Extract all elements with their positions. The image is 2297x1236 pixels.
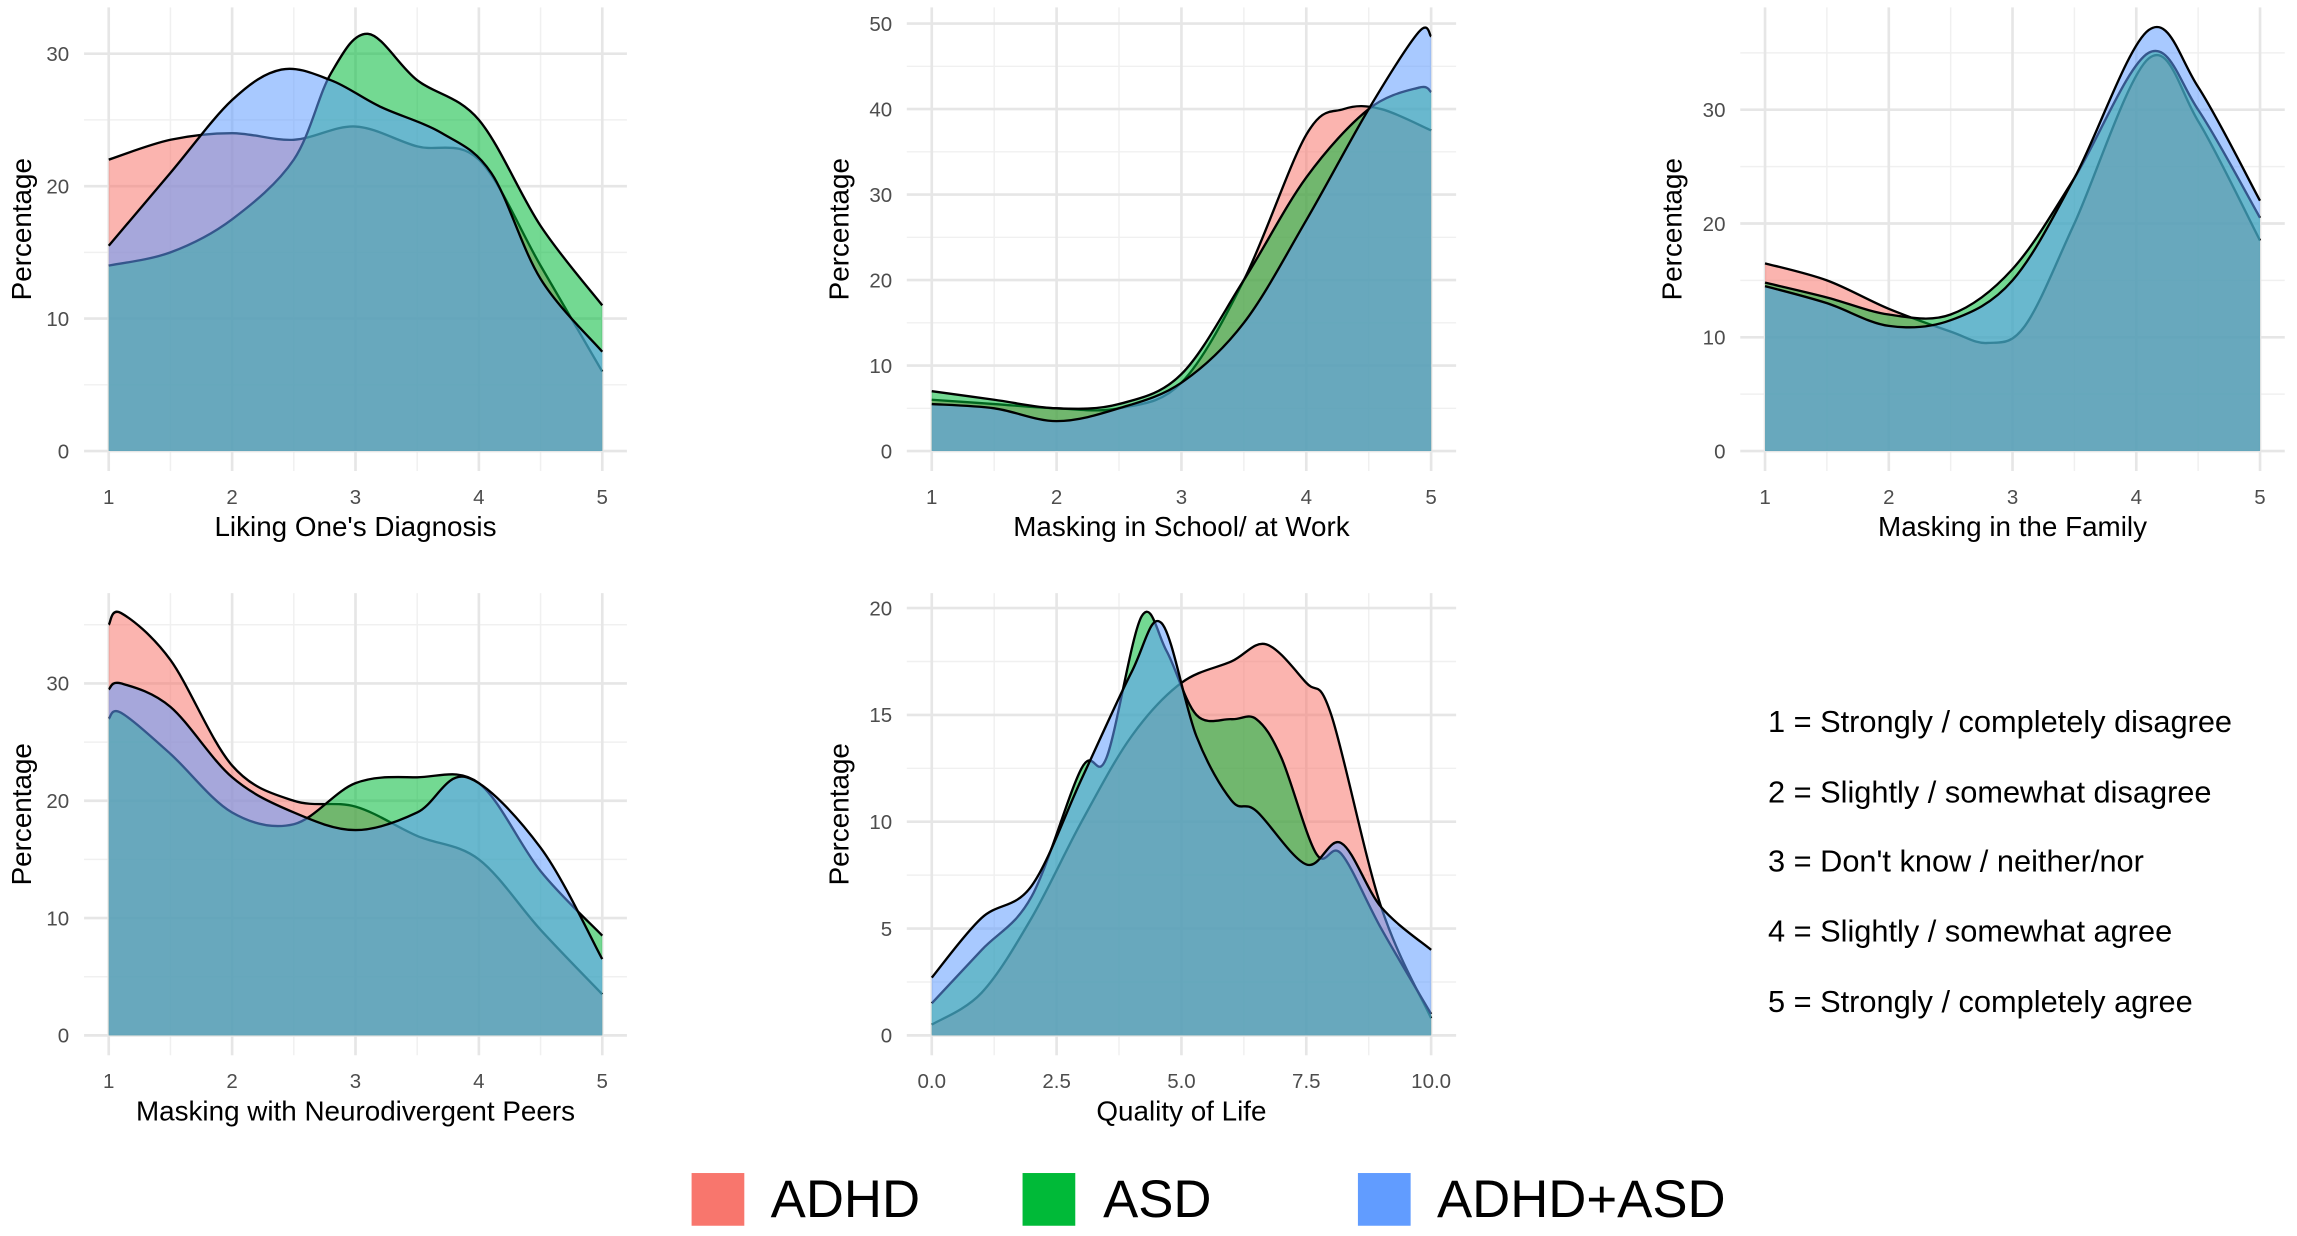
x-axis-title: Masking in School/ at Work xyxy=(1013,511,1350,542)
x-tick-label: 1 xyxy=(926,486,937,509)
x-tick-label: 2 xyxy=(226,1070,237,1093)
x-tick-label: 5 xyxy=(597,1070,608,1093)
legend-swatch-adhd-asd xyxy=(1357,1173,1411,1226)
x-tick-label: 4 xyxy=(1301,486,1312,509)
x-tick-label: 2.5 xyxy=(1042,1070,1071,1093)
x-tick-label: 7.5 xyxy=(1292,1070,1321,1093)
y-tick-label: 15 xyxy=(869,704,892,727)
density-line-adhd-asd xyxy=(931,26,1433,423)
scale-notes: 1 = Strongly / completely disagree 2 = S… xyxy=(1768,704,2232,1019)
x-tick-label: 0.0 xyxy=(918,1070,947,1093)
density-area-adhd-asd xyxy=(931,27,1432,452)
x-axis-title: Quality of Life xyxy=(1096,1095,1266,1126)
y-tick-label: 30 xyxy=(46,43,69,66)
scale-note: 4 = Slightly / somewhat agree xyxy=(1768,914,2172,949)
y-tick-label: 30 xyxy=(1703,99,1726,122)
y-tick-label: 10 xyxy=(869,355,892,378)
y-tick-label: 20 xyxy=(869,269,892,292)
y-tick-label: 10 xyxy=(869,811,892,834)
x-tick-label: 1 xyxy=(1759,486,1770,509)
density-panel: 0.0 2.5 5.0 7.5 10.0 0 5 10 15 20 Quality of Life P… xyxy=(823,593,1457,1126)
y-axis-title: Percentage xyxy=(6,743,37,885)
x-tick-label: 2 xyxy=(1051,486,1062,509)
x-axis-title: Masking with Neurodivergent Peers xyxy=(136,1095,575,1126)
x-axis-title: Masking in the Family xyxy=(1878,511,2147,542)
x-tick-label: 5 xyxy=(597,486,608,509)
density-area-adhd-asd xyxy=(1765,26,2261,452)
density-panel: 1 2 3 4 5 0 10 20 30 Liking One's Diagnosis Percen… xyxy=(6,7,627,542)
scale-note: 5 = Strongly / completely agree xyxy=(1768,984,2193,1019)
x-tick-label: 4 xyxy=(2131,486,2142,509)
y-tick-label: 0 xyxy=(881,440,892,463)
y-tick-label: 0 xyxy=(881,1025,892,1048)
density-area-adhd-asd xyxy=(108,68,603,452)
density-line-adhd-asd xyxy=(107,67,604,353)
y-tick-label: 50 xyxy=(869,13,892,36)
y-tick-label: 0 xyxy=(58,1025,69,1048)
y-tick-label: 0 xyxy=(1714,440,1725,463)
legend-label-asd: ASD xyxy=(1103,1170,1211,1229)
y-tick-label: 30 xyxy=(869,184,892,207)
legend-label-adhd: ADHD xyxy=(771,1170,920,1229)
x-tick-label: 5.0 xyxy=(1167,1070,1196,1093)
legend-swatch-adhd xyxy=(691,1173,745,1226)
y-axis-title: Percentage xyxy=(1657,158,1688,300)
y-tick-label: 20 xyxy=(46,790,69,813)
y-axis-title: Percentage xyxy=(823,158,854,300)
x-tick-label: 2 xyxy=(226,486,237,509)
y-tick-label: 10 xyxy=(46,907,69,930)
density-area-adhd-asd xyxy=(931,620,1432,1036)
x-tick-label: 5 xyxy=(1425,486,1436,509)
y-tick-label: 10 xyxy=(1703,327,1726,350)
x-tick-label: 3 xyxy=(1176,486,1187,509)
density-panel: 1 2 3 4 5 0 10 20 30 Masking with Neurodivergent … xyxy=(6,593,627,1126)
x-tick-label: 4 xyxy=(473,1070,484,1093)
x-tick-label: 1 xyxy=(103,1070,114,1093)
y-tick-label: 5 xyxy=(881,918,892,941)
scale-note: 3 = Don't know / neither/nor xyxy=(1768,843,2144,878)
y-tick-label: 20 xyxy=(869,597,892,620)
x-tick-label: 1 xyxy=(103,486,114,509)
x-tick-label: 3 xyxy=(350,1070,361,1093)
x-tick-label: 4 xyxy=(473,486,484,509)
density-line-adhd-asd xyxy=(107,681,604,960)
y-axis-title: Percentage xyxy=(6,158,37,300)
scale-note: 2 = Slightly / somewhat disagree xyxy=(1768,775,2212,810)
x-tick-label: 2 xyxy=(1883,486,1894,509)
x-tick-label: 3 xyxy=(2007,486,2018,509)
x-tick-label: 10.0 xyxy=(1411,1070,1451,1093)
scale-note: 1 = Strongly / completely disagree xyxy=(1768,704,2232,739)
legend: ADHD ASD ADHD+ASD xyxy=(691,1170,1726,1229)
x-tick-label: 3 xyxy=(350,486,361,509)
y-tick-label: 30 xyxy=(46,673,69,696)
y-tick-label: 20 xyxy=(1703,213,1726,236)
x-axis-title: Liking One's Diagnosis xyxy=(214,511,496,542)
y-tick-label: 10 xyxy=(46,308,69,331)
legend-swatch-asd xyxy=(1022,1173,1076,1226)
y-tick-label: 40 xyxy=(869,98,892,121)
density-line-adhd-asd xyxy=(930,619,1432,979)
x-tick-label: 5 xyxy=(2254,486,2265,509)
density-line-adhd-asd xyxy=(1764,26,2262,329)
y-tick-label: 0 xyxy=(58,440,69,463)
density-panel: 1 2 3 4 5 0 10 20 30 Masking in the Family Percent… xyxy=(1657,7,2285,542)
density-area-adhd-asd xyxy=(108,682,603,1036)
y-axis-title: Percentage xyxy=(823,743,854,885)
legend-label-adhd-asd: ADHD+ASD xyxy=(1437,1170,1726,1229)
y-tick-label: 20 xyxy=(46,175,69,198)
